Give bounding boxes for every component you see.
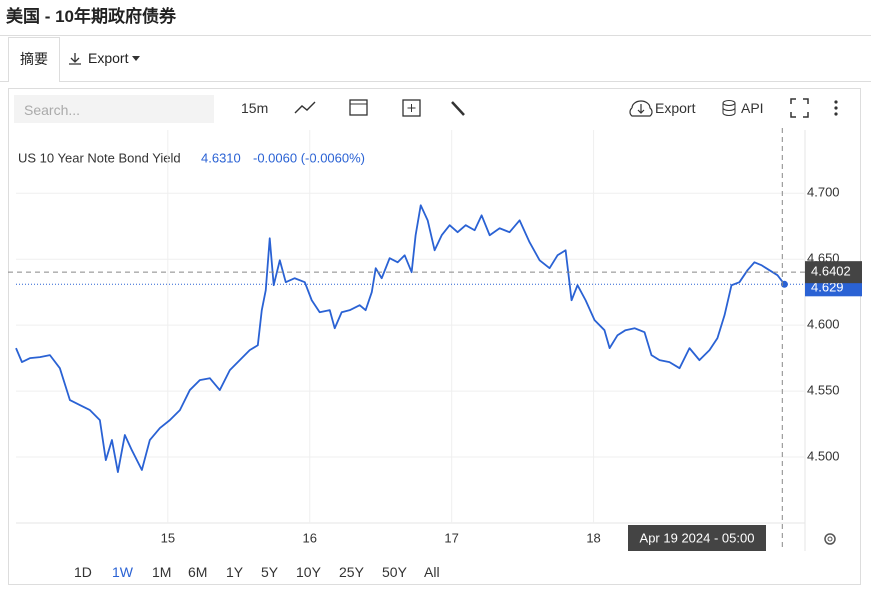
y-tick-label: 4.700 — [807, 185, 840, 200]
tab[interactable]: 摘要 — [8, 37, 60, 82]
tab[interactable]: Export — [88, 50, 129, 66]
x-tick-label: 16 — [303, 530, 317, 545]
range-button[interactable]: 1Y — [226, 564, 244, 580]
range-button[interactable]: 1D — [74, 564, 92, 580]
export-button[interactable]: Export — [655, 100, 696, 116]
range-button[interactable]: 5Y — [261, 564, 279, 580]
chart-widget — [8, 88, 861, 585]
download-icon — [69, 53, 81, 65]
last-label: 4.629 — [811, 280, 844, 295]
y-tick-label: 4.500 — [807, 448, 840, 463]
range-button[interactable]: 1M — [152, 564, 172, 580]
change: -0.0060 (-0.0060%) — [253, 150, 365, 165]
tab-bar: 摘要 Export — [0, 37, 871, 82]
series-line — [15, 204, 786, 473]
range-button[interactable]: All — [424, 564, 440, 580]
time-label-bg — [628, 525, 766, 551]
time-label: Apr 19 2024 - 05:00 — [640, 530, 755, 545]
crosshair-label: 4.6402 — [811, 264, 851, 279]
y-tick-label: 4.550 — [807, 383, 840, 398]
x-tick-label: 18 — [586, 530, 600, 545]
x-tick-label: 17 — [444, 530, 458, 545]
crosshair-label-bg — [805, 261, 862, 284]
range-button[interactable]: 50Y — [382, 564, 407, 580]
y-tick-label: 4.600 — [807, 317, 840, 332]
range-button[interactable]: 1W — [112, 564, 133, 580]
search-input[interactable]: Search... — [14, 95, 214, 123]
range-button[interactable]: 25Y — [339, 564, 364, 580]
interval-button[interactable]: 15m — [241, 100, 269, 116]
range-button[interactable]: 10Y — [296, 564, 321, 580]
x-tick-label: 15 — [161, 530, 175, 545]
range-bar: 1D 1W 1M 6M 1Y 5Y 10Y 25Y 50Y All — [8, 556, 861, 586]
series-title: US 10 Year Note Bond Yield — [18, 150, 181, 165]
caret — [132, 56, 140, 61]
last-value: 4.6310 — [201, 150, 241, 165]
range-button[interactable]: 6M — [188, 564, 208, 580]
api-button[interactable]: API — [741, 100, 764, 116]
header-title: 美国 - 10年期政府债券 — [0, 0, 871, 36]
